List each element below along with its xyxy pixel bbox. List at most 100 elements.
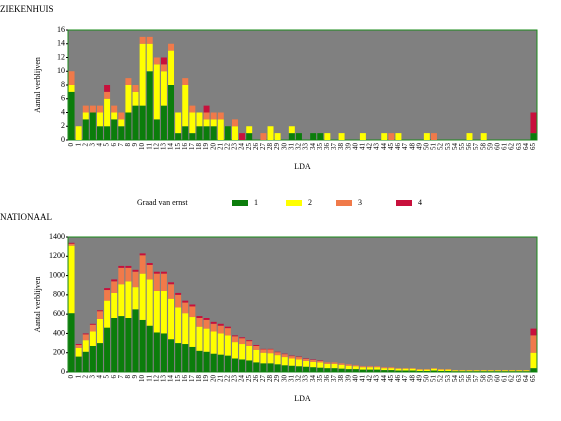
x-tick-label: 57 xyxy=(472,143,480,151)
bar-segment xyxy=(182,78,189,85)
x-axis-title: LDA xyxy=(294,162,311,171)
bar-segment xyxy=(530,335,537,353)
bar-segment xyxy=(89,345,96,372)
bar-segment xyxy=(274,352,281,356)
bar-segment xyxy=(310,361,317,368)
bar-segment xyxy=(189,304,196,307)
y-axis-title: Aantal verblijven xyxy=(33,277,42,333)
x-tick-label: 4 xyxy=(96,375,104,379)
x-tick-label: 0 xyxy=(67,143,75,147)
x-tick-label: 39 xyxy=(344,143,352,151)
x-tick-label: 43 xyxy=(373,375,381,383)
bar-segment xyxy=(331,363,338,369)
bar-segment xyxy=(132,309,139,372)
bar-segment xyxy=(430,370,437,372)
x-tick-label: 34 xyxy=(309,143,317,151)
x-tick-label: 52 xyxy=(437,143,445,151)
bar-segment xyxy=(267,353,274,364)
x-tick-label: 33 xyxy=(302,143,310,151)
x-tick-label: 45 xyxy=(387,375,395,383)
bar-segment xyxy=(111,105,118,113)
bar-segment xyxy=(288,358,295,366)
bar-segment xyxy=(203,112,210,120)
x-tick-label: 22 xyxy=(223,375,231,383)
bar-segment xyxy=(68,85,75,92)
bar-segment xyxy=(480,133,487,140)
bar-segment xyxy=(189,346,196,372)
bar-segment xyxy=(430,368,437,371)
x-tick-label: 63 xyxy=(515,375,523,383)
x-tick-label: 51 xyxy=(430,375,438,383)
bar-segment xyxy=(175,343,182,372)
x-tick-label: 54 xyxy=(451,375,459,383)
bar-segment xyxy=(146,264,153,280)
bar-segment xyxy=(359,366,366,368)
bar-segment xyxy=(317,362,324,368)
bar-segment xyxy=(210,323,217,332)
bar-segment xyxy=(189,112,196,134)
bar-segment xyxy=(317,360,324,363)
bar-segment xyxy=(210,126,217,140)
bar-segment xyxy=(338,364,345,369)
x-tick-label: 40 xyxy=(351,143,359,151)
x-tick-label: 26 xyxy=(252,375,260,383)
bar-segment xyxy=(168,85,175,140)
plot-area xyxy=(67,236,538,373)
bar-segment xyxy=(203,105,210,113)
x-tick-label: 18 xyxy=(195,375,203,383)
bar-segment xyxy=(111,318,118,372)
x-tick-label: 5 xyxy=(103,143,111,147)
x-tick-label: 27 xyxy=(259,143,267,151)
bar-segment xyxy=(132,287,139,310)
x-tick-label: 54 xyxy=(451,143,459,151)
bar-segment xyxy=(345,369,352,372)
bar-segment xyxy=(217,354,224,372)
bar-segment xyxy=(530,352,537,369)
x-tick-label: 46 xyxy=(394,375,402,383)
x-tick-label: 37 xyxy=(330,375,338,383)
bar-segment xyxy=(409,368,416,371)
bar-segment xyxy=(75,344,82,345)
legend-label: 3 xyxy=(358,198,362,207)
x-tick-label: 11 xyxy=(145,143,153,150)
y-tick-label: 0 xyxy=(61,135,65,144)
bar-segment xyxy=(388,370,395,372)
x-tick-label: 21 xyxy=(216,375,224,383)
bar-segment xyxy=(96,126,103,140)
x-tick-label: 14 xyxy=(167,143,175,151)
x-tick-label: 24 xyxy=(238,375,246,383)
y-tick-label: 2 xyxy=(61,121,65,130)
x-tick-label: 43 xyxy=(373,143,381,151)
bar-segment xyxy=(175,294,182,308)
y-tick-label: 4 xyxy=(61,107,65,116)
x-tick-label: 59 xyxy=(486,375,494,383)
x-tick-label: 9 xyxy=(131,143,139,147)
bar-segment xyxy=(217,323,224,326)
x-tick-label: 3 xyxy=(88,375,96,379)
bar-segment xyxy=(395,368,402,371)
bar-segment xyxy=(125,318,132,372)
bar-segment xyxy=(203,328,210,352)
bar-segment xyxy=(352,369,359,372)
x-tick-label: 45 xyxy=(387,143,395,151)
x-tick-label: 60 xyxy=(494,375,502,383)
x-tick-label: 44 xyxy=(380,375,388,383)
legend-swatch xyxy=(336,200,352,206)
legend-title: Graad van ernst xyxy=(137,198,188,207)
bar-segment xyxy=(132,105,139,140)
bar-segment xyxy=(111,279,118,282)
bar-segment xyxy=(68,242,75,244)
bar-segment xyxy=(196,112,203,127)
x-tick-label: 14 xyxy=(167,375,175,383)
bar-segment xyxy=(509,370,516,372)
bar-segment xyxy=(239,337,246,339)
bar-segment xyxy=(338,363,345,365)
x-tick-label: 47 xyxy=(401,143,409,151)
x-tick-label: 17 xyxy=(188,143,196,151)
bar-segment xyxy=(452,370,459,372)
y-tick-label: 16 xyxy=(57,25,65,34)
bar-segment xyxy=(217,333,224,355)
bar-segment xyxy=(502,370,509,372)
x-tick-label: 65 xyxy=(529,375,537,383)
bar-segment xyxy=(381,370,388,372)
